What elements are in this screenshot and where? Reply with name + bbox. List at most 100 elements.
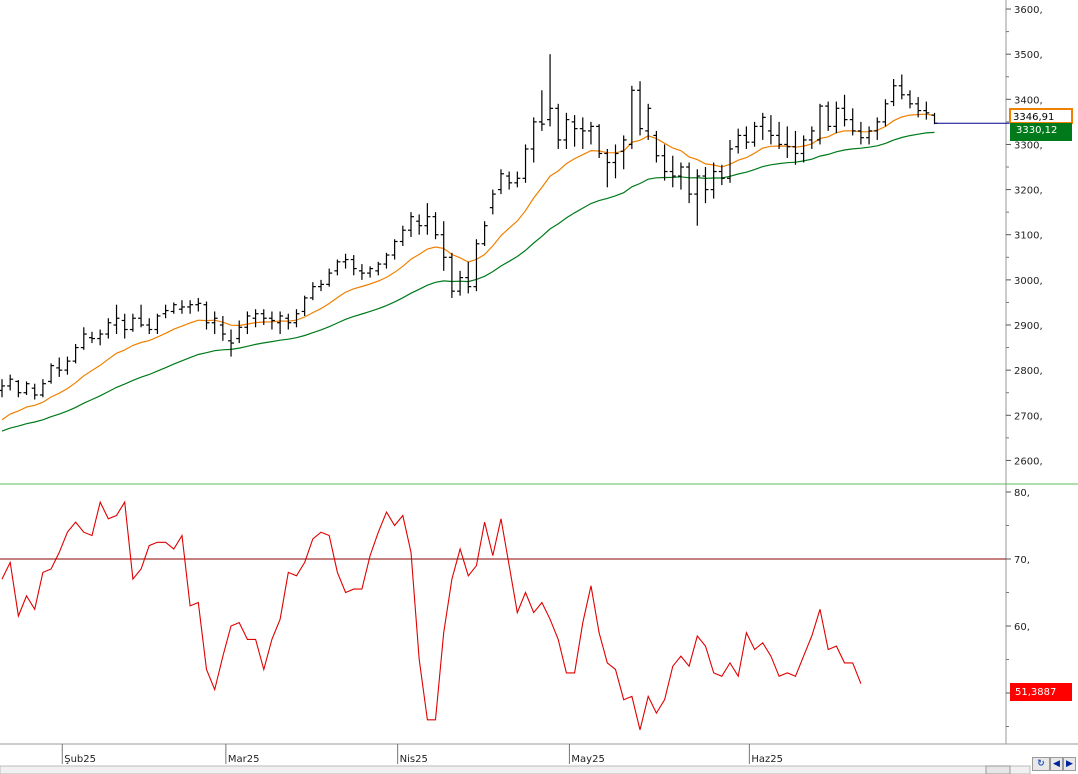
ma-short-value-label: 3346,91 (1013, 112, 1054, 123)
ohlc-bar (481, 221, 488, 247)
ohlc-bar (579, 117, 586, 149)
ohlc-bar (334, 259, 341, 276)
ohlc-bar (408, 212, 414, 237)
ohlc-bars (0, 54, 938, 400)
ohlc-bar (866, 126, 873, 145)
ohlc-bar (792, 130, 799, 165)
ohlc-bar (457, 270, 464, 296)
ohlc-bar (318, 279, 325, 292)
ohlc-bar (800, 135, 807, 163)
osc-line (1, 500, 862, 731)
ohlc-bar (776, 121, 783, 149)
ohlc-bar (735, 128, 742, 154)
ohlc-bar (219, 315, 226, 341)
scroll-right-button[interactable]: ▶ (1063, 757, 1076, 771)
ohlc-bar (105, 318, 112, 339)
ohlc-bar (710, 162, 717, 199)
ohlc-bar (571, 115, 578, 147)
price-tick-label: 2600, (1014, 456, 1043, 467)
ohlc-bar (767, 115, 774, 145)
ohlc-bar (637, 81, 644, 136)
ohlc-bar (138, 304, 145, 328)
ohlc-bar (170, 302, 177, 314)
ohlc-bar (277, 311, 284, 335)
scroll-mode-button[interactable]: ↻ (1032, 757, 1050, 771)
ohlc-bar (350, 255, 357, 276)
ohlc-bar (563, 112, 570, 149)
ohlc-bar (661, 144, 668, 181)
ohlc-bar (146, 318, 153, 335)
ohlc-bar (424, 203, 431, 235)
ohlc-bar (825, 101, 832, 131)
ohlc-bar (367, 266, 374, 278)
ohlc-bar (694, 169, 701, 226)
price-tick-label: 2900, (1014, 321, 1043, 332)
time-tick-label: Nis25 (400, 754, 428, 765)
ohlc-bar (203, 301, 210, 330)
price-tick-label: 3200, (1014, 186, 1043, 197)
ohlc-bar (677, 162, 684, 190)
ohlc-bar (48, 363, 55, 384)
ohlc-bar (391, 239, 398, 260)
ohlc-bar (342, 253, 349, 269)
price-tick-label: 2800, (1014, 366, 1043, 377)
ohlc-bar (612, 144, 619, 179)
ohlc-bar (473, 239, 480, 292)
price-tick-label: 3100, (1014, 231, 1043, 242)
ohlc-bar (465, 261, 472, 294)
ohlc-bar (80, 327, 87, 350)
ohlc-bar (530, 117, 537, 163)
time-tick-label: Haz25 (751, 754, 783, 765)
ohlc-bar (432, 212, 439, 240)
osc-tick-label: 80, (1014, 488, 1030, 499)
ohlc-bar (587, 121, 594, 145)
ohlc-bar (759, 112, 766, 140)
ohlc-bar (268, 311, 275, 330)
ohlc-bar (121, 313, 128, 339)
ma-long-value-box (1010, 123, 1072, 141)
ohlc-bar (244, 311, 251, 335)
ohlc-bar (808, 126, 815, 149)
ohlc-bar (784, 126, 791, 158)
ohlc-bar (489, 189, 496, 215)
ohlc-bar (162, 304, 169, 319)
ohlc-bar (309, 282, 316, 301)
ohlc-bar (260, 309, 267, 326)
ohlc-bar (97, 329, 104, 346)
ohlc-bar (555, 103, 562, 149)
ohlc-bar (833, 101, 840, 134)
ohlc-bar (252, 309, 259, 328)
ohlc-bar (857, 121, 864, 145)
price-tick-label: 3600, (1014, 5, 1043, 16)
scrollbar-thumb (985, 765, 1011, 774)
osc-tick-label: 60, (1014, 622, 1030, 633)
ohlc-bar (15, 380, 22, 398)
ohlc-bar (915, 97, 922, 118)
osc-tick-label: 70, (1014, 555, 1030, 566)
ohlc-bar (841, 94, 848, 127)
ohlc-bar (547, 54, 554, 127)
price-tick-label: 3500, (1014, 50, 1043, 61)
time-tick-label: Mar25 (228, 754, 260, 765)
scroll-left-button[interactable]: ◀ (1050, 757, 1063, 771)
ohlc-bar (538, 90, 545, 131)
ohlc-bar (195, 297, 202, 312)
ohlc-bar (211, 311, 218, 335)
scrollbar-track (0, 765, 1031, 774)
ohlc-bar (686, 162, 693, 204)
ohlc-bar (497, 169, 504, 195)
ohlc-bar (669, 155, 676, 188)
ohlc-bar (604, 148, 611, 188)
price-tick-label: 3000, (1014, 276, 1043, 287)
ohlc-bar (849, 108, 856, 136)
ohlc-bar (228, 329, 235, 357)
ohlc-bar (154, 313, 161, 335)
ohlc-bar (178, 300, 185, 314)
ohlc-bar (39, 379, 46, 398)
ohlc-bar (129, 313, 136, 332)
osc-value-box (1010, 683, 1072, 701)
ohlc-bar (440, 221, 447, 271)
ohlc-bar (506, 171, 513, 190)
ohlc-bar (7, 374, 14, 391)
ohlc-bar (326, 268, 333, 287)
